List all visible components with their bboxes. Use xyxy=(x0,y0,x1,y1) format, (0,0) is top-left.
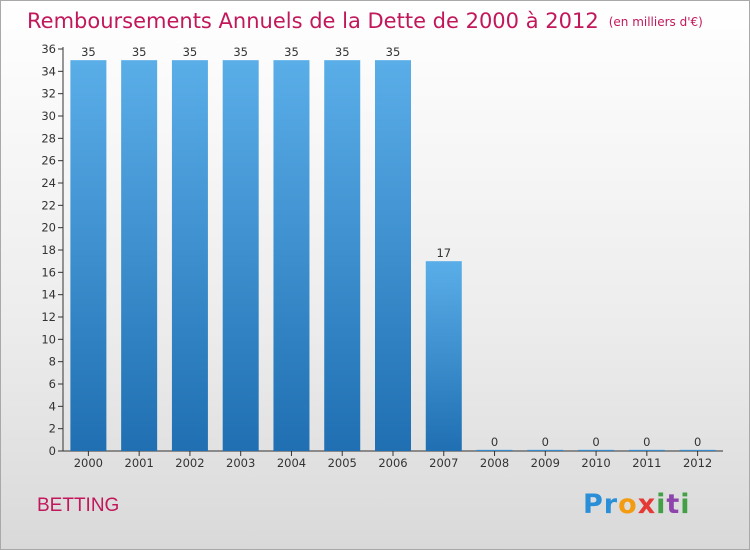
title-text: Remboursements Annuels de la Dette de 20… xyxy=(27,9,599,33)
y-tick-label: 6 xyxy=(49,377,56,391)
bar-value-label: 35 xyxy=(81,45,96,59)
bar xyxy=(375,60,411,452)
bar xyxy=(425,261,462,451)
bar xyxy=(273,60,310,452)
bar-value-label: 35 xyxy=(284,45,299,59)
x-tick-label: 2005 xyxy=(328,456,357,470)
y-tick-label: 14 xyxy=(41,288,56,302)
y-tick-label: 24 xyxy=(41,176,56,190)
x-tick-label: 2001 xyxy=(125,456,154,470)
y-tick-label: 20 xyxy=(41,221,56,235)
x-tick-label: 2002 xyxy=(175,456,204,470)
y-tick-label: 16 xyxy=(41,265,56,279)
y-tick-label: 28 xyxy=(41,131,56,145)
commune-name: BETTING xyxy=(37,495,120,516)
x-tick-label: 2008 xyxy=(480,456,509,470)
proxiti-logo: Proxiti xyxy=(583,489,691,520)
bar-value-label: 35 xyxy=(132,45,147,59)
bar xyxy=(222,60,259,452)
bar-value-label: 0 xyxy=(491,435,498,449)
bar xyxy=(70,60,107,452)
bar-value-label: 0 xyxy=(592,435,599,449)
y-tick-label: 2 xyxy=(49,422,56,436)
x-tick-label: 2012 xyxy=(683,456,712,470)
bar xyxy=(121,60,158,452)
bar-value-label: 35 xyxy=(233,45,248,59)
y-tick-label: 30 xyxy=(41,109,56,123)
bar-value-label: 0 xyxy=(694,435,701,449)
x-tick-label: 2003 xyxy=(226,456,255,470)
bar xyxy=(476,449,513,451)
bar-value-label: 35 xyxy=(386,45,401,59)
x-tick-label: 2011 xyxy=(632,456,661,470)
y-tick-label: 8 xyxy=(49,355,56,369)
y-tick-label: 0 xyxy=(49,444,56,458)
bar xyxy=(578,449,615,451)
x-tick-label: 2004 xyxy=(277,456,306,470)
bar xyxy=(324,60,361,452)
y-tick-label: 34 xyxy=(41,64,56,78)
y-tick-label: 10 xyxy=(41,332,56,346)
bar xyxy=(171,60,208,452)
y-tick-label: 22 xyxy=(41,198,56,212)
x-tick-label: 2000 xyxy=(74,456,103,470)
x-tick-label: 2006 xyxy=(378,456,407,470)
y-tick-label: 36 xyxy=(41,42,56,56)
unit-label: (en milliers d'€) xyxy=(608,15,703,29)
bar xyxy=(527,449,564,451)
x-tick-label: 2007 xyxy=(429,456,458,470)
x-tick-label: 2010 xyxy=(581,456,610,470)
y-tick-label: 12 xyxy=(41,310,56,324)
bar-value-label: 35 xyxy=(335,45,350,59)
y-tick-label: 18 xyxy=(41,243,56,257)
y-tick-label: 4 xyxy=(49,399,56,413)
bar xyxy=(628,449,665,451)
bar-value-label: 0 xyxy=(542,435,549,449)
bar-value-label: 17 xyxy=(436,246,451,260)
bar-value-label: 0 xyxy=(643,435,650,449)
chart-title: Remboursements Annuels de la Dette de 20… xyxy=(27,9,703,33)
x-tick-label: 2009 xyxy=(531,456,560,470)
bar-value-label: 35 xyxy=(183,45,198,59)
y-tick-label: 32 xyxy=(41,87,56,101)
bar xyxy=(679,449,716,451)
y-tick-label: 26 xyxy=(41,154,56,168)
